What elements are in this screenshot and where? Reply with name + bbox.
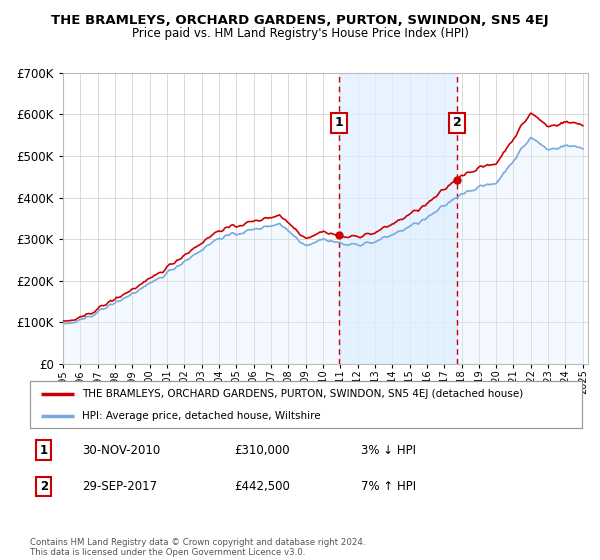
Text: 2: 2 [40, 480, 48, 493]
Text: 1: 1 [334, 116, 343, 129]
Text: 2: 2 [453, 116, 461, 129]
Bar [339, 73, 457, 364]
Text: 1: 1 [40, 444, 48, 456]
Text: 30-NOV-2010: 30-NOV-2010 [82, 444, 161, 456]
Text: Price paid vs. HM Land Registry's House Price Index (HPI): Price paid vs. HM Land Registry's House … [131, 27, 469, 40]
Text: 7% ↑ HPI: 7% ↑ HPI [361, 480, 416, 493]
Text: 3% ↓ HPI: 3% ↓ HPI [361, 444, 416, 456]
Text: £310,000: £310,000 [234, 444, 290, 456]
Text: THE BRAMLEYS, ORCHARD GARDENS, PURTON, SWINDON, SN5 4EJ (detached house): THE BRAMLEYS, ORCHARD GARDENS, PURTON, S… [82, 389, 524, 399]
Text: 29-SEP-2017: 29-SEP-2017 [82, 480, 158, 493]
Text: THE BRAMLEYS, ORCHARD GARDENS, PURTON, SWINDON, SN5 4EJ: THE BRAMLEYS, ORCHARD GARDENS, PURTON, S… [51, 14, 549, 27]
Text: Contains HM Land Registry data © Crown copyright and database right 2024.
This d: Contains HM Land Registry data © Crown c… [30, 538, 365, 557]
Text: £442,500: £442,500 [234, 480, 290, 493]
Text: HPI: Average price, detached house, Wiltshire: HPI: Average price, detached house, Wilt… [82, 410, 321, 421]
